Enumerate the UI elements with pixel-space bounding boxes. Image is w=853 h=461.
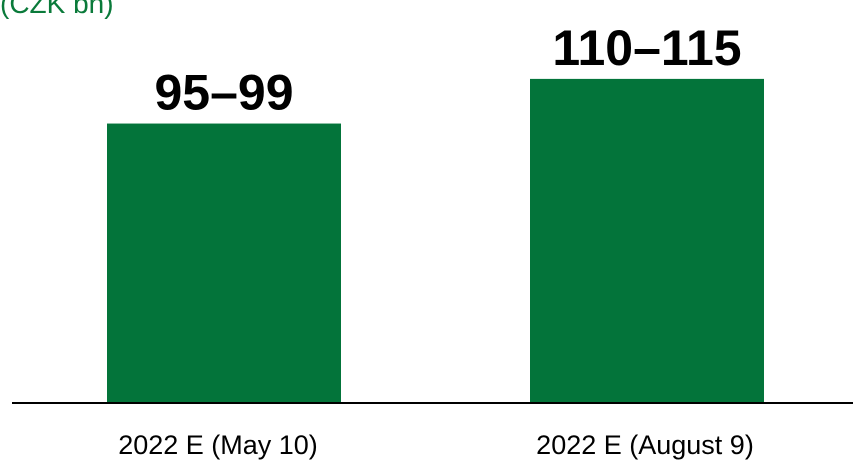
category-label-1: 2022 E (May 10) xyxy=(118,430,318,460)
unit-label: (CZK bn) xyxy=(0,0,114,19)
data-label-1: 95–99 xyxy=(154,65,293,121)
category-label-2: 2022 E (August 9) xyxy=(536,430,754,460)
data-label-2: 110–115 xyxy=(552,20,741,76)
bar-1 xyxy=(107,123,341,404)
bar-2 xyxy=(530,78,764,404)
